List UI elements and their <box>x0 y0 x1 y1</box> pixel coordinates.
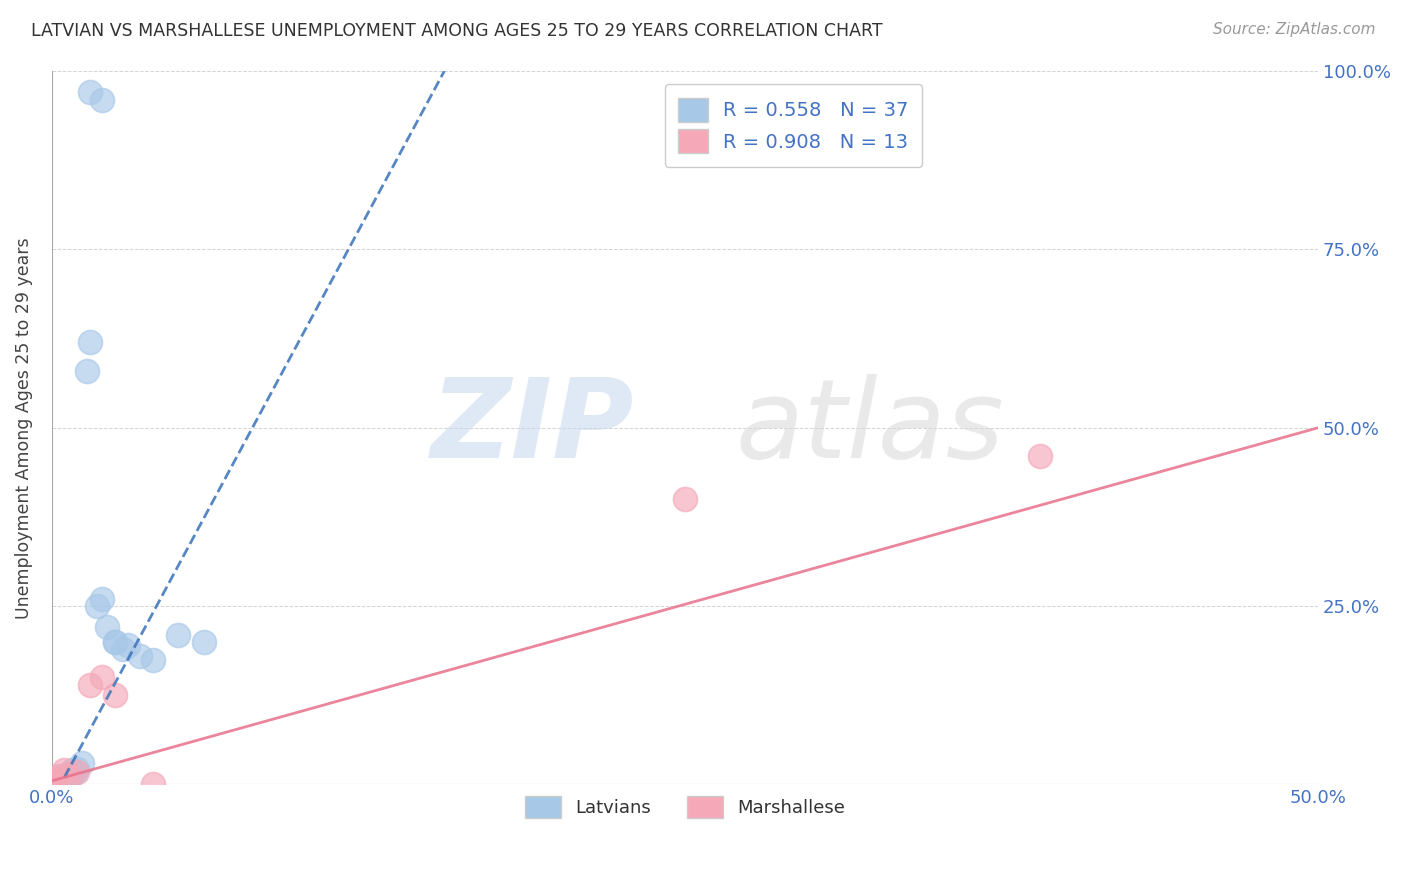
Point <box>53 770 76 784</box>
Point <box>79 86 101 100</box>
Point <box>111 641 134 656</box>
Point <box>117 638 139 652</box>
Point <box>45 776 67 790</box>
Point <box>44 777 66 791</box>
Point <box>142 777 165 791</box>
Point <box>53 763 76 777</box>
Point <box>41 777 63 791</box>
Point <box>41 772 63 787</box>
Point <box>76 364 98 378</box>
Point <box>79 335 101 350</box>
Text: atlas: atlas <box>735 375 1004 482</box>
Text: ZIP: ZIP <box>430 375 634 482</box>
Text: Source: ZipAtlas.com: Source: ZipAtlas.com <box>1212 22 1375 37</box>
Point <box>45 772 67 786</box>
Point <box>41 777 63 791</box>
Legend: Latvians, Marshallese: Latvians, Marshallese <box>517 789 852 825</box>
Point <box>56 769 79 783</box>
Point <box>91 670 114 684</box>
Point <box>673 492 696 507</box>
Point <box>167 627 190 641</box>
Point <box>48 769 70 783</box>
Point <box>51 772 73 787</box>
Point <box>104 634 127 648</box>
Point <box>63 764 86 779</box>
Point <box>53 777 76 791</box>
Point <box>41 775 63 789</box>
Point <box>91 93 114 107</box>
Point <box>58 766 80 780</box>
Point <box>104 634 127 648</box>
Point <box>1028 450 1050 464</box>
Point <box>70 756 93 770</box>
Point <box>60 766 83 780</box>
Point <box>96 620 118 634</box>
Point <box>193 634 215 648</box>
Point <box>51 775 73 789</box>
Text: LATVIAN VS MARSHALLESE UNEMPLOYMENT AMONG AGES 25 TO 29 YEARS CORRELATION CHART: LATVIAN VS MARSHALLESE UNEMPLOYMENT AMON… <box>31 22 883 40</box>
Point <box>66 764 89 779</box>
Point <box>129 648 152 663</box>
Point <box>66 762 89 776</box>
Point <box>91 591 114 606</box>
Point <box>48 777 70 791</box>
Point <box>79 677 101 691</box>
Point <box>45 772 67 786</box>
Point <box>48 770 70 784</box>
Point <box>44 773 66 788</box>
Point <box>58 772 80 786</box>
Y-axis label: Unemployment Among Ages 25 to 29 years: Unemployment Among Ages 25 to 29 years <box>15 237 32 618</box>
Point <box>104 688 127 702</box>
Point <box>60 763 83 777</box>
Point <box>142 652 165 666</box>
Point <box>44 773 66 788</box>
Point <box>86 599 108 613</box>
Point <box>48 773 70 788</box>
Point <box>53 774 76 789</box>
